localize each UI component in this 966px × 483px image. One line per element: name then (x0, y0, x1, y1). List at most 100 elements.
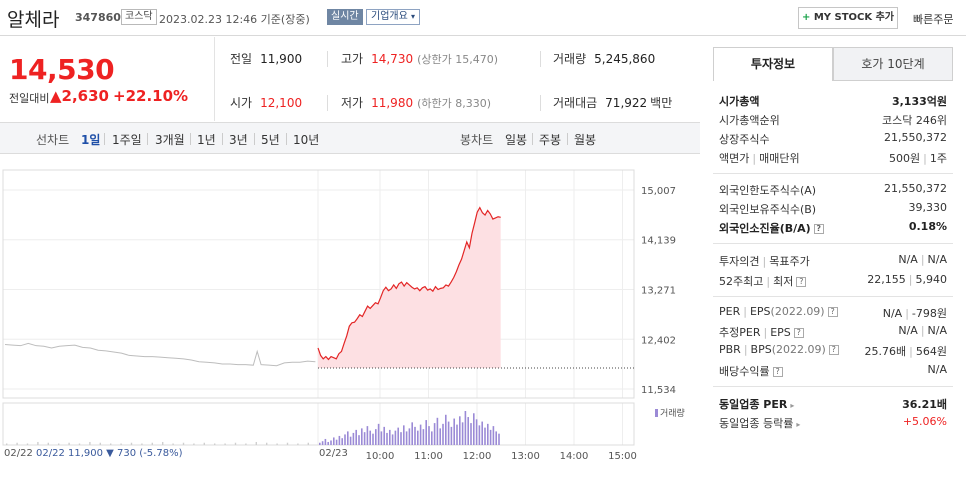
divider (254, 133, 255, 145)
volume-bar-prev (203, 442, 205, 445)
today-line (317, 206, 501, 361)
volume-bar-prev (193, 443, 195, 445)
amount-unit: 백만 (650, 96, 673, 110)
volume-bar-prev (110, 443, 112, 445)
volume-bar (366, 426, 369, 445)
period-1w[interactable]: 1주일 (112, 133, 142, 147)
volume-bar-prev (99, 442, 101, 445)
volume-bar (358, 435, 360, 445)
foreign-rate-row: 외국인소진율(B/A)? 0.18% (719, 218, 947, 237)
intraday-chart[interactable]: 15,007 14,139 13,271 12,402 11,534 10:00 11:0… (0, 155, 700, 483)
par-row: 액면가 | 매매단위 500원 | 1주 (719, 148, 947, 167)
sector-per-label[interactable]: 동일업종 PER ▸ (719, 398, 795, 411)
sector-rate-label[interactable]: 동일업종 등락률 ▸ (719, 417, 801, 430)
stock-header: 알체라 347860 코스닥 2023.02.23 12:46 기준(장중) 실… (0, 0, 966, 36)
volume-bar (431, 431, 433, 445)
volume-bar (347, 431, 349, 445)
candle-monthly[interactable]: 월봉 (574, 133, 597, 147)
help-icon[interactable]: ? (828, 345, 839, 355)
period-3m[interactable]: 3개월 (155, 133, 185, 147)
help-icon[interactable]: ? (827, 307, 838, 317)
volume-bar-prev (255, 441, 257, 445)
volume-bar (487, 423, 489, 445)
chevron-down-icon: ▾ (411, 12, 416, 21)
price-change: ▲2,630 (50, 87, 109, 105)
x-tick-label: 13:00 (511, 451, 540, 462)
par-value: 500원 | 1주 (889, 152, 947, 165)
quick-order-link[interactable]: 빠른주문 (913, 13, 954, 26)
volume-value: 5,245,860 (594, 52, 656, 66)
realtime-badge: 실시간 (327, 9, 363, 25)
volume-bar-prev (245, 443, 247, 445)
amount-label: 거래대금 (553, 96, 598, 110)
volume-bar (377, 423, 380, 445)
stock-name: 알체라 (7, 9, 60, 31)
shares-row: 상장주식수 21,550,372 (719, 129, 947, 148)
prev-close-value: 11,900 (260, 52, 303, 66)
par-label: 액면가 | 매매단위 (719, 152, 800, 165)
volume-bar (447, 421, 450, 445)
panel-tabs: 투자정보 호가 10단계 (713, 47, 953, 81)
volume-bar (335, 439, 338, 445)
volume-bar (349, 436, 352, 445)
market-cap-rank-row: 시가총액순위 코스닥 246위 (719, 110, 947, 129)
period-3y[interactable]: 3년 (229, 133, 248, 147)
candle-weekly[interactable]: 주봉 (539, 133, 562, 147)
candle-daily[interactable]: 일봉 (505, 133, 528, 147)
shares-value: 21,550,372 (884, 131, 947, 144)
volume-bar (372, 433, 374, 445)
tab-orderbook[interactable]: 호가 10단계 (833, 47, 953, 81)
x-tick-label: 10:00 (366, 451, 395, 462)
company-overview-label: 기업개요 (371, 11, 408, 22)
volume-bar (436, 417, 439, 445)
tab-invest-info[interactable]: 투자정보 (713, 47, 833, 81)
company-overview-dropdown[interactable]: 기업개요 ▾ (366, 9, 421, 25)
open-price: 시가 12,100 (230, 94, 302, 111)
help-icon[interactable]: ? (796, 277, 807, 287)
price-change-percent: +22.10% (113, 87, 189, 105)
est-per-label: 추정PER | EPS? (719, 324, 804, 340)
upper-limit: (상한가 15,470) (417, 53, 499, 66)
volume-bar (495, 431, 497, 445)
volume-bar (492, 426, 495, 445)
volume-bar (473, 413, 475, 445)
divider (190, 133, 191, 145)
sector-per-row: 동일업종 PER ▸ 36.21배 (719, 394, 947, 413)
price-box: 14,530 전일대비 ▲2,630 +22.10% (0, 37, 215, 121)
period-1y[interactable]: 1년 (197, 133, 216, 147)
volume-bar (391, 434, 394, 445)
add-my-stock-label: MY STOCK 추가 (813, 12, 895, 23)
rank-label: 시가총액순위 (719, 114, 780, 127)
add-my-stock-button[interactable]: + MY STOCK 추가 (798, 7, 898, 29)
y-tick-label: 15,007 (641, 186, 676, 197)
volume-bar-prev (172, 443, 174, 445)
volume-bar (380, 431, 383, 445)
volume-bar-prev (37, 441, 39, 445)
volume-bar-prev (276, 443, 278, 445)
help-icon[interactable]: ? (772, 367, 783, 377)
volume-bar (422, 429, 425, 445)
period-1d[interactable]: 1일 (81, 133, 101, 147)
volume-legend-swatch (655, 409, 658, 417)
foreign-limit-row: 외국인한도주식수(A) 21,550,372 (719, 180, 947, 199)
est-per-value: N/A | N/A (898, 324, 947, 337)
volume-bar-prev (224, 443, 226, 445)
volume-bar-prev (130, 442, 133, 445)
period-10y[interactable]: 10년 (293, 133, 320, 147)
per-label: PER | EPS(2022.09)? (719, 305, 838, 318)
volume-bar (417, 430, 419, 445)
trade-amount: 거래대금 71,922 백만 (553, 94, 672, 111)
volume-bar (405, 431, 408, 445)
period-5y[interactable]: 5년 (261, 133, 280, 147)
volume-bar (363, 432, 366, 445)
volume-bar (327, 441, 329, 445)
quote-grid: 전일 11,900 고가 14,730 (상한가 15,470) 거래량 5,245,8… (215, 37, 700, 121)
volume-bar (394, 430, 397, 445)
volume-bar-prev (307, 442, 309, 445)
price-frame (2, 169, 635, 399)
help-icon[interactable]: ? (793, 328, 804, 338)
volume-bars (6, 411, 500, 445)
help-icon[interactable]: ? (813, 224, 824, 234)
52week-row: 52주최고 | 최저? 22,155 | 5,940 (719, 271, 947, 290)
chart-grid (3, 170, 634, 445)
